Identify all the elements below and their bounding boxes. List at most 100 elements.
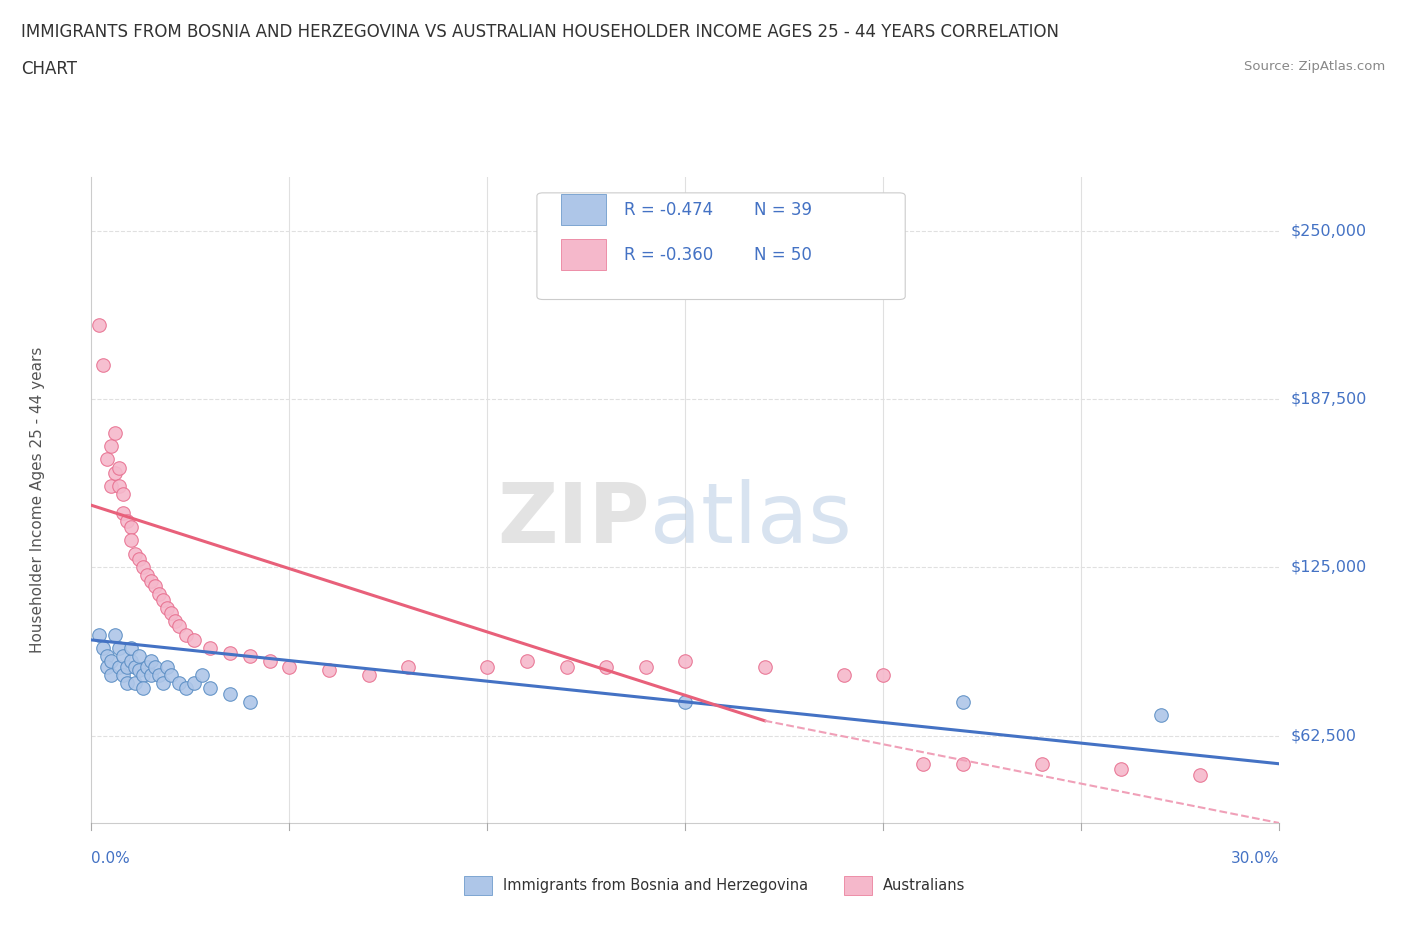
Point <box>128 648 150 663</box>
Point <box>156 600 179 615</box>
Point <box>148 587 170 602</box>
Point <box>163 614 186 629</box>
Text: R = -0.360: R = -0.360 <box>624 246 713 264</box>
Point <box>139 573 162 588</box>
Point <box>120 519 142 534</box>
Text: Australians: Australians <box>883 878 966 893</box>
Text: ZIP: ZIP <box>498 479 650 560</box>
Point <box>952 695 974 710</box>
Point <box>104 466 127 481</box>
Point <box>108 659 131 674</box>
Point <box>124 675 146 690</box>
Point <box>112 648 135 663</box>
Point <box>832 668 855 683</box>
Point <box>176 681 198 696</box>
Point <box>89 317 111 332</box>
Point <box>634 659 657 674</box>
Point <box>176 627 198 642</box>
FancyBboxPatch shape <box>561 239 606 271</box>
Point <box>96 452 118 467</box>
Point <box>754 659 776 674</box>
Point <box>167 619 190 634</box>
Point <box>96 659 118 674</box>
Text: 30.0%: 30.0% <box>1232 851 1279 866</box>
Text: N = 39: N = 39 <box>755 201 813 219</box>
Point <box>91 358 114 373</box>
Point <box>1109 762 1132 777</box>
Point <box>132 560 155 575</box>
Point <box>135 568 157 583</box>
Point <box>239 695 262 710</box>
FancyBboxPatch shape <box>561 194 606 225</box>
Point <box>1031 756 1053 771</box>
Point <box>183 675 205 690</box>
Point <box>124 546 146 561</box>
Point <box>112 506 135 521</box>
Point <box>104 425 127 440</box>
Point <box>159 605 181 620</box>
Text: 0.0%: 0.0% <box>91 851 131 866</box>
Text: Source: ZipAtlas.com: Source: ZipAtlas.com <box>1244 60 1385 73</box>
Point <box>200 681 222 696</box>
Point <box>673 654 696 669</box>
Point <box>89 627 111 642</box>
Point <box>318 662 340 677</box>
Text: CHART: CHART <box>21 60 77 78</box>
Point <box>108 479 131 494</box>
Point <box>108 641 131 656</box>
Text: Householder Income Ages 25 - 44 years: Householder Income Ages 25 - 44 years <box>31 347 45 653</box>
Point <box>112 668 135 683</box>
Point <box>120 641 142 656</box>
Point <box>872 668 894 683</box>
Point <box>673 695 696 710</box>
Point <box>183 632 205 647</box>
Point <box>100 479 122 494</box>
Point <box>516 654 538 669</box>
Text: IMMIGRANTS FROM BOSNIA AND HERZEGOVINA VS AUSTRALIAN HOUSEHOLDER INCOME AGES 25 : IMMIGRANTS FROM BOSNIA AND HERZEGOVINA V… <box>21 23 1059 41</box>
Text: atlas: atlas <box>650 479 852 560</box>
Point <box>156 659 179 674</box>
Text: $187,500: $187,500 <box>1291 392 1367 406</box>
Point <box>143 659 166 674</box>
Point <box>1150 708 1173 723</box>
Point <box>595 659 617 674</box>
Text: $125,000: $125,000 <box>1291 560 1367 575</box>
Point <box>120 533 142 548</box>
Point <box>96 648 118 663</box>
Point <box>259 654 281 669</box>
Point <box>152 592 174 607</box>
Point <box>104 627 127 642</box>
Point <box>135 659 157 674</box>
Point <box>152 675 174 690</box>
Point <box>100 668 122 683</box>
Point <box>219 686 242 701</box>
Text: Immigrants from Bosnia and Herzegovina: Immigrants from Bosnia and Herzegovina <box>503 878 808 893</box>
Text: R = -0.474: R = -0.474 <box>624 201 713 219</box>
Point <box>200 641 222 656</box>
Point <box>115 675 138 690</box>
Point <box>143 578 166 593</box>
Point <box>115 659 138 674</box>
Point <box>239 648 262 663</box>
Point <box>167 675 190 690</box>
Point <box>219 646 242 661</box>
Point <box>191 668 214 683</box>
Point <box>124 659 146 674</box>
Point <box>357 668 380 683</box>
Point <box>91 641 114 656</box>
Point <box>477 659 499 674</box>
Point <box>139 654 162 669</box>
Point <box>396 659 419 674</box>
Text: $62,500: $62,500 <box>1291 728 1357 743</box>
Point <box>278 659 301 674</box>
Text: N = 50: N = 50 <box>755 246 813 264</box>
Point <box>132 681 155 696</box>
FancyBboxPatch shape <box>537 193 905 299</box>
Point <box>100 439 122 454</box>
Point <box>108 460 131 475</box>
Point <box>1189 767 1212 782</box>
Point <box>159 668 181 683</box>
Point <box>100 654 122 669</box>
Point <box>148 668 170 683</box>
Point <box>132 668 155 683</box>
